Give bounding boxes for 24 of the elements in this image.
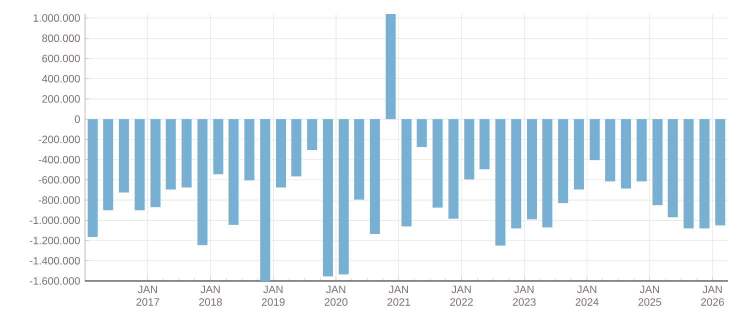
y-tick-label: -1.200.000 — [30, 236, 80, 244]
y-tick-label: 1.000.000 — [34, 14, 80, 22]
y-tick-label: 600.000 — [42, 54, 80, 62]
y-tick-label: 200.000 — [42, 95, 80, 103]
y-tick-label: -1.000.000 — [30, 216, 80, 224]
x-tick-label: JAN 2019 — [262, 286, 285, 306]
x-tick-label: JAN 2022 — [450, 286, 473, 306]
x-tick-label: JAN 2018 — [199, 286, 222, 306]
x-tick-label: JAN 2017 — [136, 286, 160, 306]
y-tick-label: -1.400.000 — [30, 256, 80, 265]
x-tick-label: JAN 2021 — [387, 286, 410, 306]
x-tick-label: JAN 2020 — [324, 286, 348, 306]
y-tick-label: -600.000 — [38, 176, 80, 184]
y-tick-label: 400.000 — [42, 74, 80, 82]
y-tick-label: 800.000 — [42, 34, 80, 42]
x-tick-label: JAN 2024 — [576, 286, 599, 306]
y-tick-label: -200.000 — [38, 136, 80, 144]
y-tick-label: -800.000 — [38, 196, 80, 204]
x-tick-label: JAN 2023 — [512, 286, 536, 306]
y-tick-label: -400.000 — [38, 156, 80, 164]
x-tick-label: JAN 2025 — [638, 286, 662, 306]
x-tick-label: JAN 2026 — [701, 286, 724, 306]
y-tick-label: -1.600.000 — [30, 277, 80, 285]
y-tick-label: 0 — [74, 115, 80, 123]
